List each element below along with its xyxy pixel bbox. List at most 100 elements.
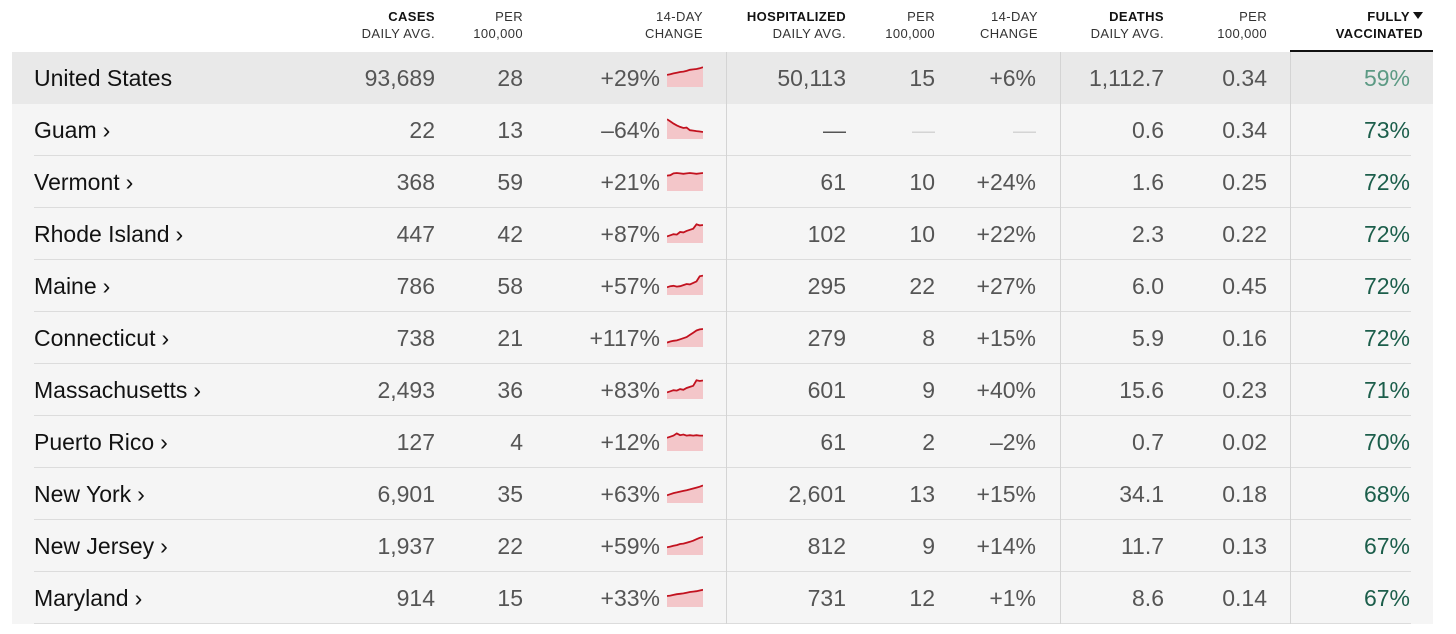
- header-vaccinated[interactable]: FULLY VACCINATED: [1335, 9, 1423, 41]
- sparkline-area: [667, 485, 703, 503]
- deaths-per-cell: 0.22: [1222, 221, 1267, 247]
- location-name[interactable]: Massachusetts ›: [34, 364, 201, 416]
- hosp-change-cell: +14%: [976, 533, 1036, 559]
- row-divider: [34, 571, 1411, 572]
- hosp-per-cell: 10: [909, 169, 935, 195]
- location-label[interactable]: Connecticut: [34, 325, 156, 351]
- table-row-national: United States 93,689 28 +29% 50,113 15 +6% 1,11…: [12, 52, 1433, 104]
- row-divider: [34, 415, 1411, 416]
- deaths-per-cell: 0.34: [1222, 65, 1267, 91]
- table-row[interactable]: New York › 6,901 35 +63% 2,601 13 +15% 34.1 0.18 6…: [12, 468, 1433, 520]
- location-name[interactable]: New Jersey ›: [34, 520, 168, 572]
- sparkline-area: [667, 67, 703, 87]
- header-deaths-per[interactable]: PER 100,000: [1217, 9, 1267, 41]
- row-divider: [34, 259, 1411, 260]
- hosp-change-cell: +22%: [976, 221, 1036, 247]
- hosp-daily-cell: 731: [807, 585, 846, 611]
- location-name[interactable]: New York ›: [34, 468, 145, 520]
- chevron-right-icon[interactable]: ›: [137, 481, 145, 507]
- header-cases-per[interactable]: PER 100,000: [473, 9, 523, 41]
- cases-daily-cell: 738: [396, 325, 435, 351]
- cases-per-cell: 4: [510, 429, 523, 455]
- hosp-daily-cell: 812: [807, 533, 846, 559]
- location-label[interactable]: Vermont: [34, 169, 120, 195]
- trend-sparkline: [667, 223, 703, 243]
- column-divider: [1290, 52, 1291, 624]
- chevron-right-icon[interactable]: ›: [175, 221, 184, 247]
- vaccinated-cell: 68%: [1363, 481, 1410, 507]
- deaths-per-cell: 0.02: [1222, 429, 1267, 455]
- location-name[interactable]: Connecticut ›: [34, 312, 169, 364]
- cases-per-cell: 22: [497, 533, 523, 559]
- header-hospitalized[interactable]: HOSPITALIZED DAILY AVG.: [746, 9, 846, 41]
- location-label[interactable]: Maryland: [34, 585, 129, 611]
- cases-per-cell: 28: [497, 65, 523, 91]
- location-label[interactable]: Rhode Island: [34, 221, 170, 247]
- location-name[interactable]: Vermont ›: [34, 156, 133, 208]
- table-header: CASES DAILY AVG. PER 100,000 14-DAY CHAN…: [0, 0, 1456, 52]
- hosp-per-cell: 13: [909, 481, 935, 507]
- location-name[interactable]: Rhode Island ›: [34, 208, 183, 260]
- chevron-right-icon[interactable]: ›: [134, 585, 143, 611]
- cases-change-cell: +21%: [600, 169, 660, 195]
- location-label[interactable]: Massachusetts: [34, 377, 188, 403]
- location-label[interactable]: New York: [34, 481, 132, 507]
- location-label[interactable]: New Jersey: [34, 533, 155, 559]
- sparkline-line: [667, 223, 703, 238]
- cases-change-cell: +12%: [600, 429, 660, 455]
- table-row[interactable]: Connecticut › 738 21 +117% 279 8 +15% 5.9 0.16 72%: [12, 312, 1433, 364]
- chevron-right-icon[interactable]: ›: [161, 325, 170, 351]
- trend-sparkline: [667, 432, 703, 451]
- cases-change-cell: +29%: [600, 65, 660, 91]
- vaccinated-cell: 70%: [1363, 429, 1410, 455]
- chevron-right-icon[interactable]: ›: [125, 169, 134, 195]
- cases-per-cell: 13: [497, 117, 523, 143]
- table-row[interactable]: Rhode Island › 447 42 +87% 102 10 +22% 2.3 0.22 72…: [12, 208, 1433, 260]
- chevron-right-icon[interactable]: ›: [160, 533, 168, 559]
- chevron-right-icon[interactable]: ›: [193, 377, 202, 403]
- hosp-change-cell: +6%: [989, 65, 1036, 91]
- table-row[interactable]: Guam › 22 13 –64% — — — 0.6 0.34 73%: [12, 104, 1433, 156]
- table-row[interactable]: Puerto Rico › 127 4 +12% 61 2 –2% 0.7 0.02 70%: [12, 416, 1433, 468]
- location-label[interactable]: Maine: [34, 273, 97, 299]
- hosp-daily-cell: 279: [807, 325, 846, 351]
- sparkline-area: [667, 589, 703, 607]
- header-hosp-change[interactable]: 14-DAY CHANGE: [979, 9, 1038, 41]
- row-divider: [34, 623, 1411, 624]
- deaths-daily-cell: 5.9: [1132, 325, 1164, 351]
- table-row[interactable]: New Jersey › 1,937 22 +59% 812 9 +14% 11.7 0.13 67…: [12, 520, 1433, 572]
- cases-daily-cell: 2,493: [377, 377, 435, 403]
- location-name[interactable]: Maryland ›: [34, 572, 142, 624]
- location-label[interactable]: Guam: [34, 117, 97, 143]
- header-cases-change[interactable]: 14-DAY CHANGE: [644, 9, 703, 41]
- header-hosp-per[interactable]: PER 100,000: [885, 9, 935, 41]
- vaccinated-cell: 67%: [1363, 585, 1410, 611]
- hosp-daily-cell: —: [823, 117, 846, 143]
- trend-sparkline: [667, 536, 703, 555]
- deaths-daily-cell: 1,112.7: [1088, 65, 1164, 91]
- header-vaccinated-sorted[interactable]: FULLY VACCINATED: [1290, 0, 1433, 52]
- location-label[interactable]: Puerto Rico: [34, 429, 155, 455]
- deaths-per-cell: 0.16: [1222, 325, 1267, 351]
- location-name[interactable]: Maine ›: [34, 260, 110, 312]
- header-deaths[interactable]: DEATHS DAILY AVG.: [1090, 9, 1164, 41]
- chevron-right-icon[interactable]: ›: [102, 117, 111, 143]
- table-row[interactable]: Massachusetts › 2,493 36 +83% 601 9 +40% 15.6 0.2…: [12, 364, 1433, 416]
- trend-sparkline: [667, 328, 703, 347]
- deaths-per-cell: 0.34: [1222, 117, 1267, 143]
- row-divider: [34, 155, 1411, 156]
- hosp-per-cell: 2: [922, 429, 935, 455]
- location-name[interactable]: Guam ›: [34, 104, 110, 156]
- header-cases[interactable]: CASES DAILY AVG.: [361, 9, 435, 41]
- table-row[interactable]: Vermont › 368 59 +21% 61 10 +24% 1.6 0.25 72%: [12, 156, 1433, 208]
- hosp-change-cell: +40%: [976, 377, 1036, 403]
- row-divider: [34, 467, 1411, 468]
- chevron-right-icon[interactable]: ›: [160, 429, 168, 455]
- chevron-right-icon[interactable]: ›: [102, 273, 111, 299]
- hosp-daily-cell: 2,601: [788, 481, 846, 507]
- sparkline-line: [667, 172, 703, 177]
- table-row[interactable]: Maine › 786 58 +57% 295 22 +27% 6.0 0.45 72%: [12, 260, 1433, 312]
- location-name[interactable]: Puerto Rico ›: [34, 416, 168, 468]
- cases-daily-cell: 368: [396, 169, 435, 195]
- table-row[interactable]: Maryland › 914 15 +33% 731 12 +1% 8.6 0.14 67%: [12, 572, 1433, 624]
